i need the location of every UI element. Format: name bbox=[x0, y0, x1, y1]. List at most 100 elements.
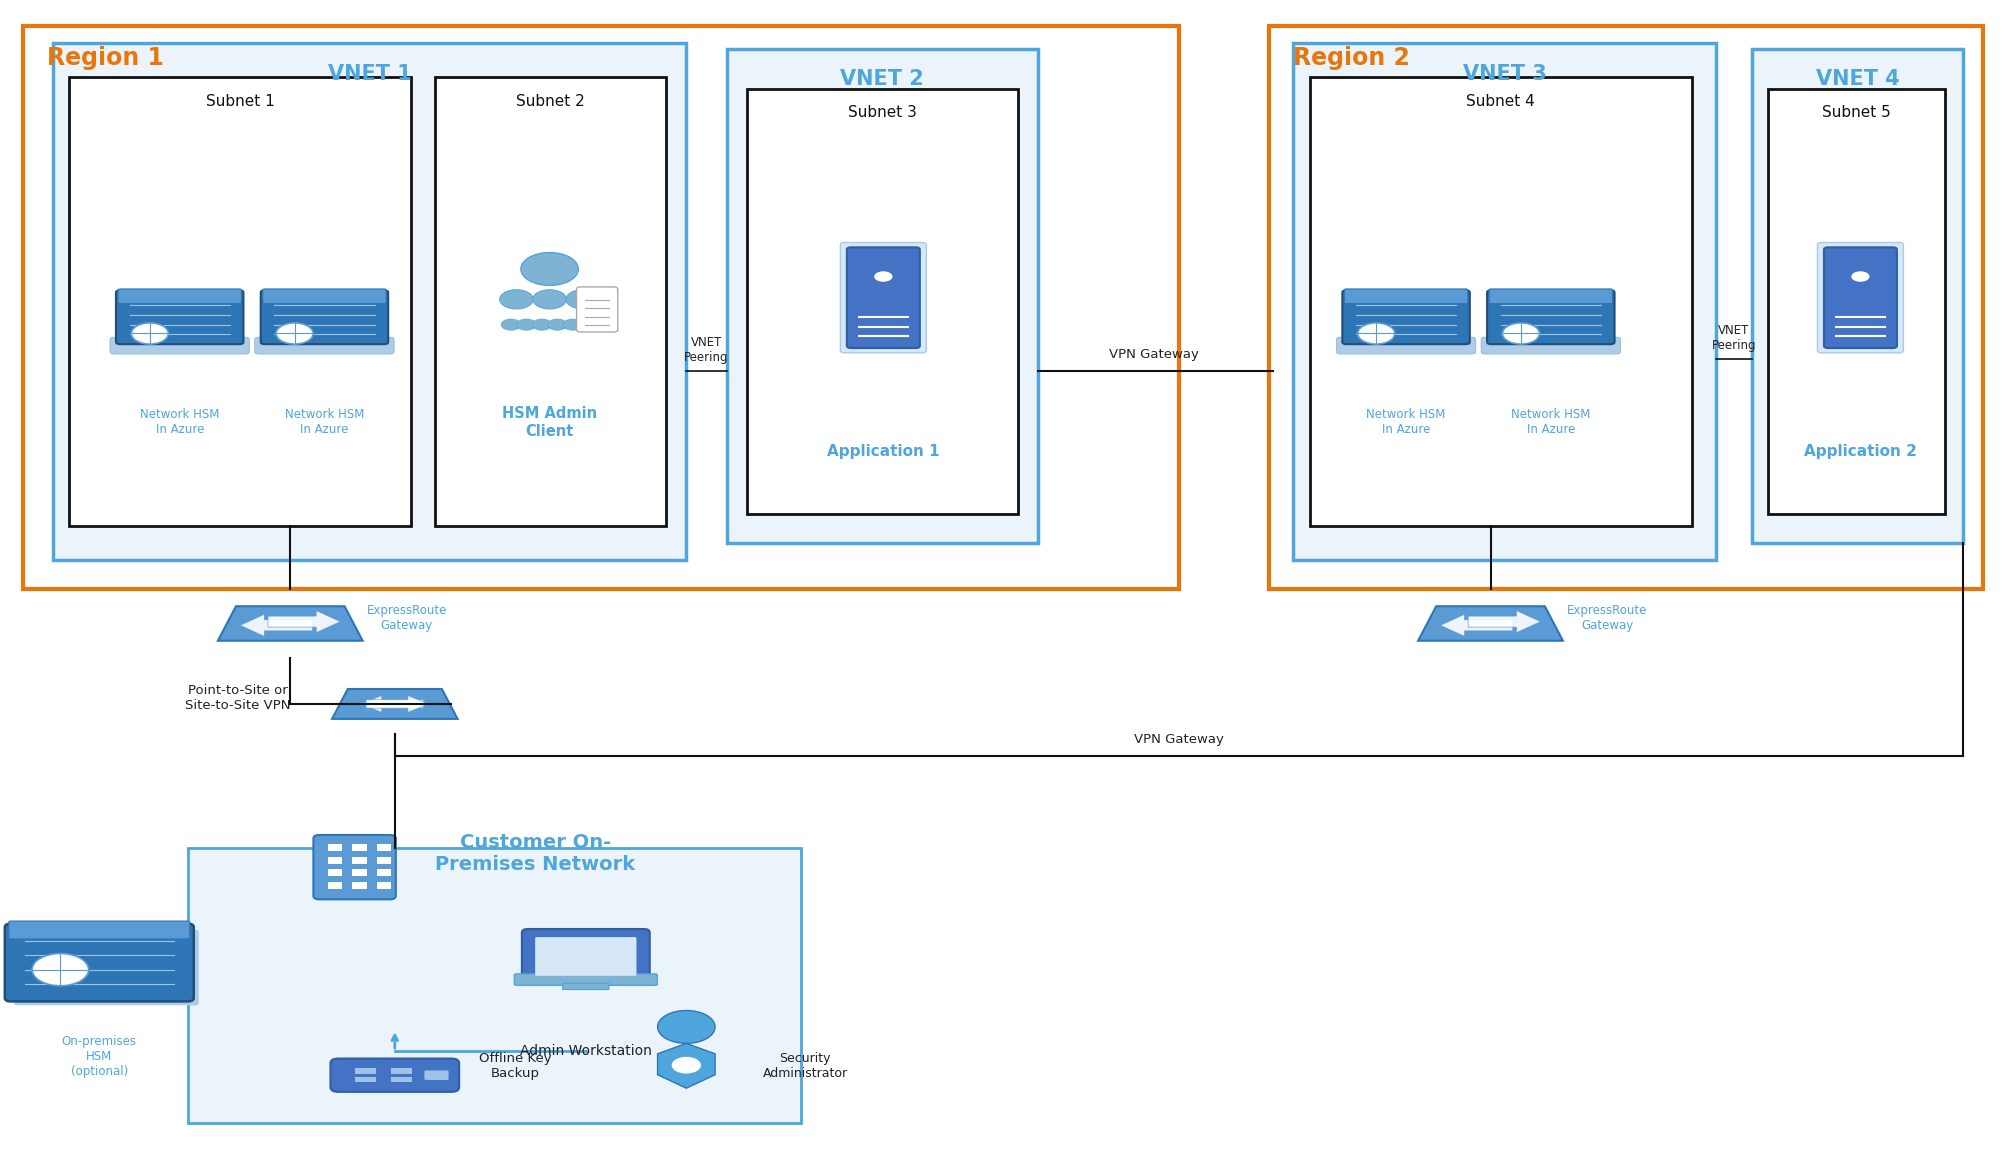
Bar bbox=[1768, 89, 1945, 514]
Circle shape bbox=[500, 290, 534, 308]
Circle shape bbox=[516, 319, 536, 330]
Text: Customer On-
Premises Network: Customer On- Premises Network bbox=[435, 833, 635, 874]
Text: VNET 3: VNET 3 bbox=[1464, 64, 1546, 83]
Circle shape bbox=[32, 954, 89, 986]
Text: On-premises
HSM
(optional): On-premises HSM (optional) bbox=[62, 1035, 137, 1079]
Text: Subnet 1: Subnet 1 bbox=[206, 94, 274, 109]
Circle shape bbox=[671, 1057, 702, 1073]
FancyBboxPatch shape bbox=[1482, 337, 1621, 355]
Bar bbox=[187, 848, 800, 1124]
Bar bbox=[726, 49, 1038, 543]
Bar bbox=[329, 870, 343, 877]
Bar bbox=[353, 857, 367, 864]
Bar bbox=[1270, 25, 1984, 589]
Text: Subnet 5: Subnet 5 bbox=[1822, 105, 1891, 120]
FancyBboxPatch shape bbox=[534, 937, 637, 976]
FancyBboxPatch shape bbox=[1343, 290, 1470, 344]
FancyBboxPatch shape bbox=[522, 929, 649, 982]
Bar bbox=[377, 882, 391, 889]
Text: VNET 1: VNET 1 bbox=[329, 64, 411, 83]
Bar bbox=[69, 77, 411, 526]
Text: Region 2: Region 2 bbox=[1294, 46, 1411, 70]
Text: VPN Gateway: VPN Gateway bbox=[1109, 348, 1200, 362]
Text: Point-to-Site or
Site-to-Site VPN: Point-to-Site or Site-to-Site VPN bbox=[185, 684, 290, 713]
Bar bbox=[377, 857, 391, 864]
FancyBboxPatch shape bbox=[841, 243, 925, 352]
Text: VNET 4: VNET 4 bbox=[1816, 69, 1899, 89]
Bar bbox=[391, 1076, 411, 1082]
Text: Subnet 3: Subnet 3 bbox=[849, 105, 917, 120]
Text: VPN Gateway: VPN Gateway bbox=[1133, 733, 1224, 746]
Bar bbox=[353, 882, 367, 889]
Text: ExpressRoute
Gateway: ExpressRoute Gateway bbox=[367, 604, 448, 632]
Polygon shape bbox=[333, 690, 458, 718]
Circle shape bbox=[276, 323, 312, 344]
Bar bbox=[746, 89, 1018, 514]
FancyBboxPatch shape bbox=[331, 1058, 460, 1091]
Bar bbox=[1310, 77, 1691, 526]
Circle shape bbox=[502, 319, 520, 330]
FancyBboxPatch shape bbox=[111, 337, 250, 355]
Circle shape bbox=[1502, 323, 1540, 344]
FancyBboxPatch shape bbox=[119, 289, 242, 304]
FancyBboxPatch shape bbox=[1818, 243, 1903, 352]
Text: Network HSM
In Azure: Network HSM In Azure bbox=[1512, 409, 1591, 437]
Text: ExpressRoute
Gateway: ExpressRoute Gateway bbox=[1566, 604, 1647, 632]
Circle shape bbox=[1851, 271, 1869, 282]
Text: Security
Administrator: Security Administrator bbox=[762, 1052, 849, 1080]
Polygon shape bbox=[1417, 606, 1562, 641]
FancyBboxPatch shape bbox=[423, 1071, 450, 1080]
FancyBboxPatch shape bbox=[1824, 247, 1897, 348]
Bar bbox=[355, 1076, 375, 1082]
Circle shape bbox=[532, 290, 566, 308]
FancyBboxPatch shape bbox=[1337, 337, 1476, 355]
Polygon shape bbox=[1468, 611, 1540, 633]
Circle shape bbox=[548, 319, 566, 330]
Text: Region 1: Region 1 bbox=[46, 46, 163, 70]
Bar bbox=[353, 870, 367, 877]
Bar bbox=[353, 844, 367, 851]
Polygon shape bbox=[240, 614, 312, 636]
Polygon shape bbox=[657, 1043, 716, 1088]
FancyBboxPatch shape bbox=[117, 290, 244, 344]
FancyBboxPatch shape bbox=[260, 290, 389, 344]
Bar bbox=[329, 882, 343, 889]
FancyBboxPatch shape bbox=[514, 974, 657, 985]
Circle shape bbox=[875, 271, 893, 282]
Polygon shape bbox=[361, 695, 423, 713]
Text: Subnet 4: Subnet 4 bbox=[1466, 94, 1534, 109]
Circle shape bbox=[566, 290, 599, 308]
Text: VNET
Peering: VNET Peering bbox=[1712, 325, 1756, 352]
FancyBboxPatch shape bbox=[14, 930, 200, 1005]
FancyBboxPatch shape bbox=[262, 289, 387, 304]
Circle shape bbox=[657, 1011, 716, 1043]
Circle shape bbox=[532, 319, 552, 330]
Bar bbox=[377, 870, 391, 877]
Text: Network HSM
In Azure: Network HSM In Azure bbox=[139, 409, 220, 437]
Circle shape bbox=[579, 319, 599, 330]
Polygon shape bbox=[1441, 614, 1512, 636]
Text: Offline Key
Backup: Offline Key Backup bbox=[480, 1052, 552, 1080]
Bar bbox=[435, 77, 665, 526]
Polygon shape bbox=[268, 611, 341, 633]
FancyBboxPatch shape bbox=[8, 921, 190, 939]
Circle shape bbox=[562, 319, 583, 330]
Text: Network HSM
In Azure: Network HSM In Azure bbox=[284, 409, 365, 437]
FancyBboxPatch shape bbox=[562, 983, 609, 990]
Bar bbox=[1294, 43, 1716, 560]
Bar bbox=[329, 844, 343, 851]
Bar bbox=[22, 25, 1179, 589]
FancyBboxPatch shape bbox=[4, 924, 194, 1001]
Bar bbox=[329, 857, 343, 864]
FancyBboxPatch shape bbox=[577, 286, 617, 331]
FancyBboxPatch shape bbox=[1490, 289, 1613, 304]
Text: Admin Workstation: Admin Workstation bbox=[520, 1044, 651, 1058]
Bar bbox=[1752, 49, 1964, 543]
Text: Network HSM
In Azure: Network HSM In Azure bbox=[1367, 409, 1445, 437]
Bar bbox=[377, 844, 391, 851]
Text: Subnet 2: Subnet 2 bbox=[516, 94, 585, 109]
Polygon shape bbox=[218, 606, 363, 641]
FancyBboxPatch shape bbox=[1488, 290, 1615, 344]
Text: VNET 2: VNET 2 bbox=[841, 69, 923, 89]
Bar bbox=[52, 43, 685, 560]
